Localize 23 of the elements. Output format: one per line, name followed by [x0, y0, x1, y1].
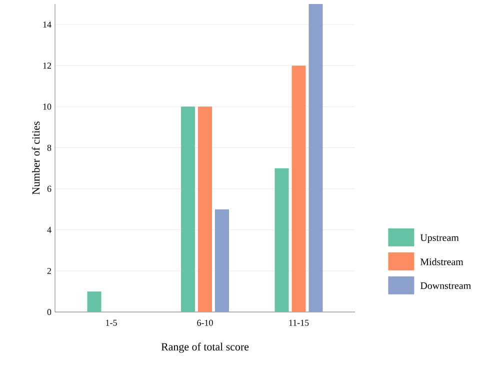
y-tick-label: 8: [47, 144, 52, 151]
y-tick-label: 12: [43, 62, 51, 69]
y-tick-label: 14: [43, 22, 52, 28]
legend-label: Upstream: [420, 234, 459, 244]
bar: [274, 168, 289, 312]
x-tick-label: 11-15: [289, 320, 309, 326]
bar: [198, 106, 212, 312]
x-tick-label: 6-10: [197, 320, 213, 326]
y-tick-label: 0: [47, 308, 52, 316]
y-tick-label: 4: [47, 226, 52, 233]
y-axis-title: Number of cities: [32, 122, 40, 195]
x-tick-label: 1-5: [106, 320, 117, 326]
bar: [215, 209, 229, 312]
y-tick-label: 6: [47, 186, 52, 192]
bar: [292, 66, 306, 312]
bar: [308, 4, 323, 312]
bar: [87, 291, 102, 312]
legend-label: Downstream: [420, 282, 471, 290]
y-tick-label: 10: [43, 104, 52, 110]
legend-label: Midstream: [420, 258, 464, 266]
y-tick-label: 2: [47, 268, 51, 274]
bar: [181, 106, 195, 312]
x-axis-title: Range of total score: [161, 342, 249, 353]
